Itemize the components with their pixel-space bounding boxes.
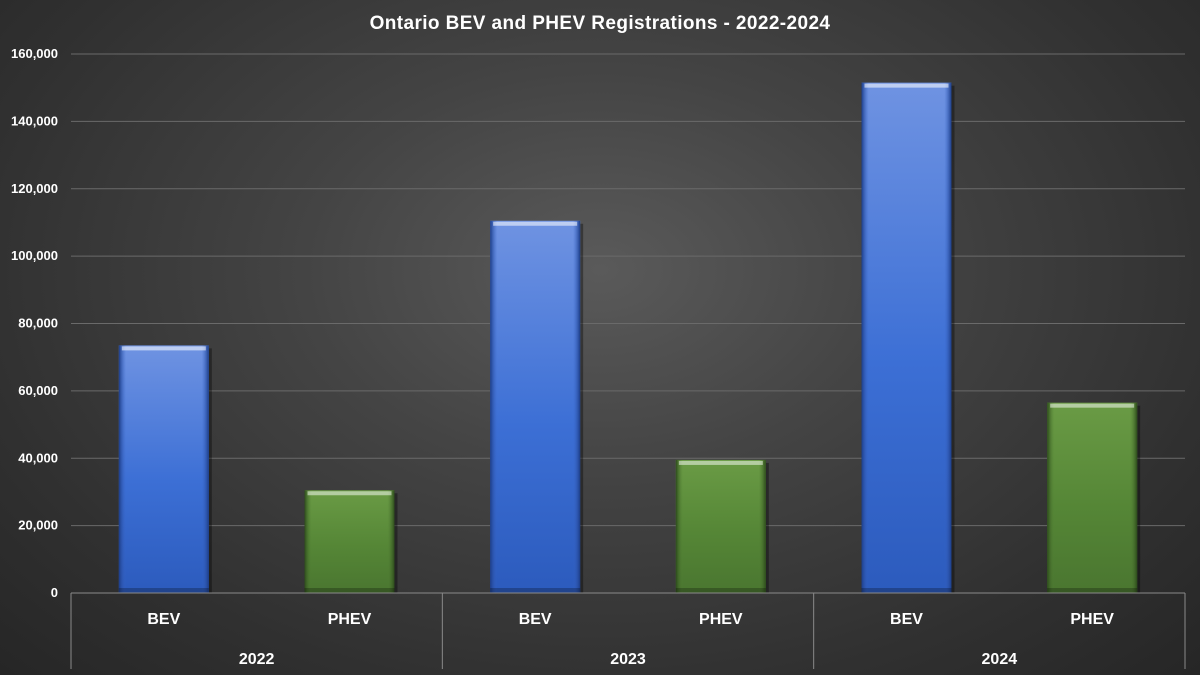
bar-highlight: [493, 221, 578, 226]
bar-base-shade: [675, 588, 766, 593]
bar-2023-bev: [490, 220, 584, 594]
bar-base-shade: [861, 588, 952, 593]
y-tick-label: 100,000: [11, 248, 58, 263]
bar-bevel: [304, 490, 395, 593]
x-subcategory-label: BEV: [890, 611, 923, 628]
y-tick-label: 120,000: [11, 181, 58, 196]
y-tick-label: 20,000: [18, 518, 58, 533]
bar-base-shade: [490, 588, 581, 593]
chart-title: Ontario BEV and PHEV Registrations - 202…: [369, 13, 831, 34]
bar-highlight: [121, 346, 206, 351]
bar-2022-phev: [304, 490, 398, 593]
bar-bevel: [675, 459, 766, 593]
x-subcategory-label: PHEV: [699, 611, 743, 628]
x-group-label: 2024: [982, 651, 1018, 668]
bar-bevel: [1047, 402, 1138, 593]
x-subcategory-label: BEV: [519, 611, 552, 628]
x-subcategory-label: PHEV: [1070, 611, 1114, 628]
bar-bevel: [861, 82, 952, 594]
y-tick-label: 140,000: [11, 113, 58, 128]
x-group-label: 2022: [239, 651, 275, 668]
y-tick-label: 40,000: [18, 450, 58, 465]
bar-2022-bev: [118, 345, 212, 593]
y-tick-label: 160,000: [11, 46, 58, 61]
x-subcategory-label: BEV: [147, 611, 180, 628]
x-group-label: 2023: [610, 651, 646, 668]
bar-highlight: [307, 491, 392, 496]
y-tick-label: 0: [51, 585, 58, 600]
bar-highlight: [1050, 403, 1135, 408]
y-tick-label: 60,000: [18, 383, 58, 398]
bar-bevel: [490, 220, 581, 594]
bar-base-shade: [304, 588, 395, 593]
y-tick-label: 80,000: [18, 316, 58, 331]
x-subcategory-label: PHEV: [328, 611, 372, 628]
bar-bevel: [118, 345, 209, 593]
bar-highlight: [678, 460, 763, 465]
bar-2023-phev: [675, 459, 769, 593]
bar-base-shade: [118, 588, 209, 593]
bar-2024-bev: [861, 82, 955, 594]
bar-highlight: [864, 83, 949, 88]
bar-base-shade: [1047, 588, 1138, 593]
bar-2024-phev: [1047, 402, 1141, 593]
